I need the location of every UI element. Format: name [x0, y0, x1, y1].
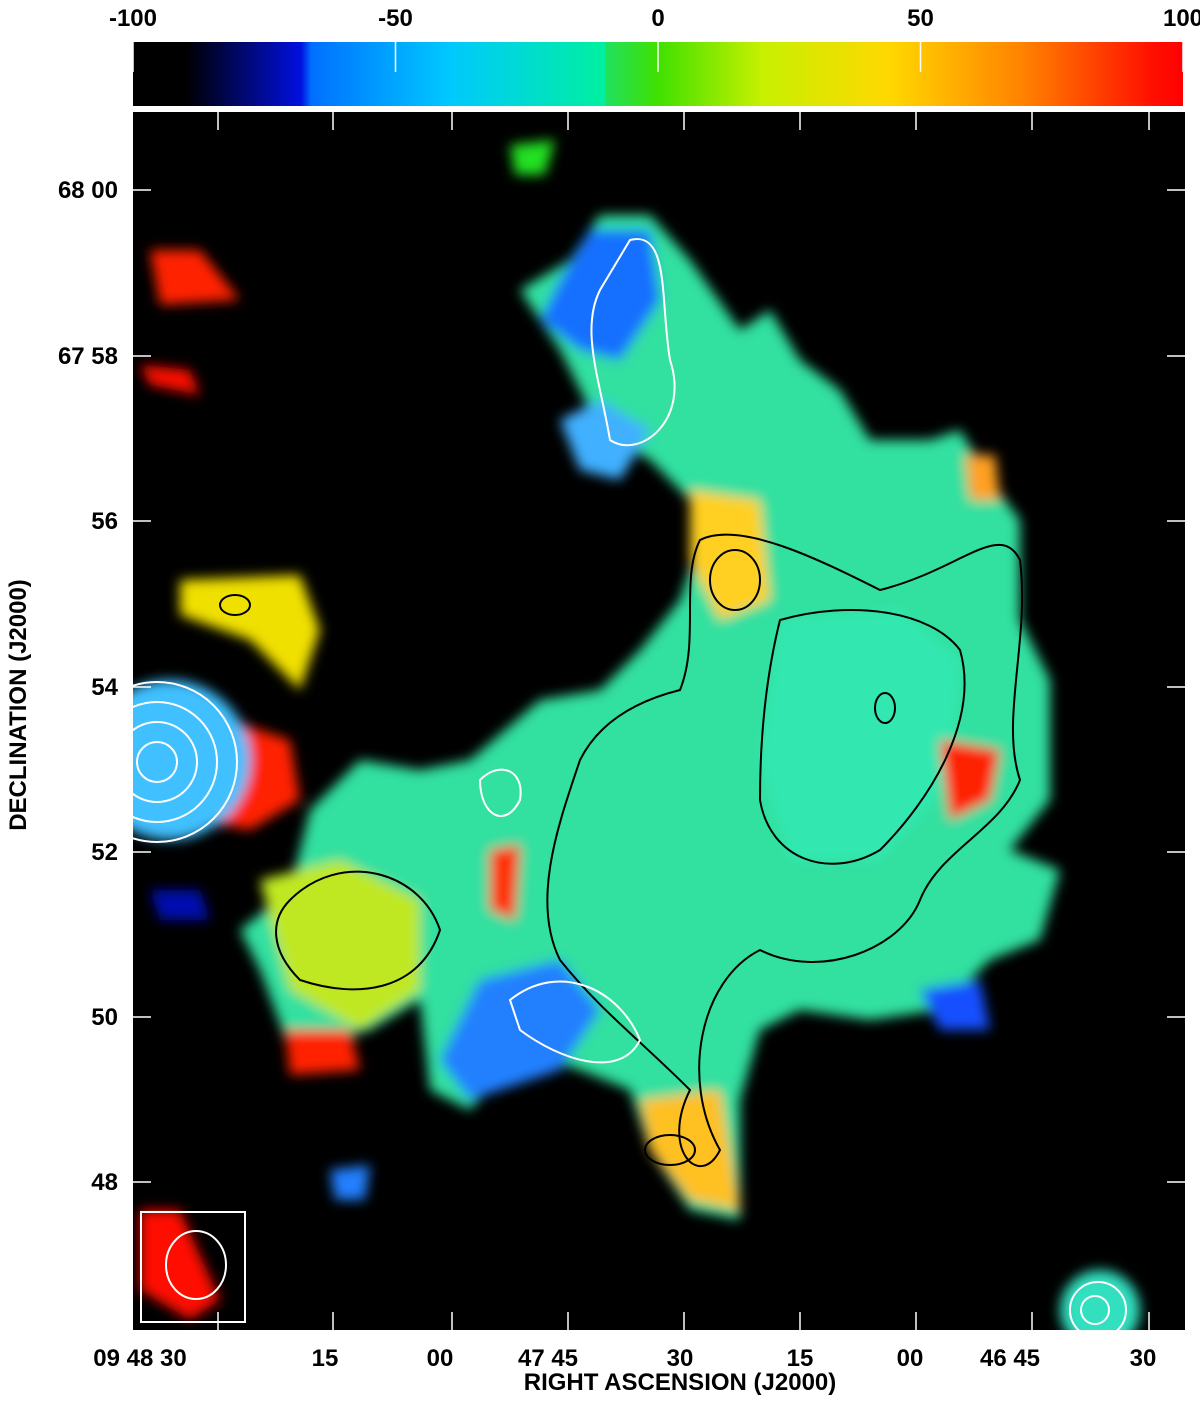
blue-region	[330, 1165, 370, 1200]
red-region	[285, 1030, 360, 1075]
green-region	[510, 140, 555, 175]
red-region	[490, 845, 520, 920]
axis-ticks: 09 48 30 15 00 47 45 30 15 00 46 45 30 68 00 67 58…	[58, 112, 1185, 1372]
contour	[874, 692, 896, 724]
beam-box	[140, 1211, 246, 1323]
contour	[478, 768, 522, 817]
cyan-region	[760, 610, 960, 860]
y-tick-label: 54	[91, 674, 118, 701]
x-tick-label: 00	[897, 1345, 924, 1372]
contour	[508, 980, 642, 1064]
colorbar-ticks: -100 -50 0 50 100	[109, 5, 1200, 72]
contour	[1080, 1295, 1110, 1325]
contour	[546, 533, 1024, 1167]
contour	[136, 741, 178, 783]
colorbar-tick-label: 0	[651, 5, 664, 32]
source-region	[133, 680, 250, 840]
y-tick-label: 68 00	[58, 177, 118, 204]
y-tick-label: 56	[91, 508, 118, 535]
contour	[758, 609, 966, 865]
y-tick-label: 67 58	[58, 343, 118, 370]
colorbar-tick-label: -50	[378, 5, 413, 32]
x-tick-label: 00	[427, 1345, 454, 1372]
contour	[275, 870, 442, 991]
yellow-region	[180, 575, 320, 690]
contour	[1069, 1281, 1127, 1330]
colorbar-tick-label: -100	[109, 5, 157, 32]
y-tick-label: 48	[91, 1169, 118, 1196]
blue-region	[920, 980, 990, 1030]
emission-regions	[133, 140, 1140, 1330]
source-region	[1060, 1270, 1140, 1330]
x-tick-label: 15	[312, 1345, 339, 1372]
red-region	[140, 365, 200, 395]
yellow-region	[640, 1090, 740, 1210]
main-region	[240, 215, 1060, 1220]
orange-region	[965, 455, 1000, 500]
contour	[644, 1134, 696, 1166]
contour	[709, 549, 761, 611]
colorbar-tick-label: 100	[1163, 5, 1200, 32]
contour	[590, 238, 676, 447]
contour	[133, 681, 238, 843]
contour	[133, 701, 218, 823]
contours-white	[133, 238, 1127, 1330]
x-tick-label: 46 45	[980, 1345, 1040, 1372]
colorbar-tick-label: 50	[907, 5, 934, 32]
blue-region	[150, 890, 210, 920]
x-axis-title: RIGHT ASCENSION (J2000)	[524, 1369, 837, 1396]
x-tick-label: 30	[1130, 1345, 1157, 1372]
red-region	[150, 250, 240, 305]
y-tick-label: 50	[91, 1004, 118, 1031]
y-axis-title: DECLINATION (J2000)	[5, 579, 32, 831]
yellow-region	[260, 860, 420, 1030]
x-tick-label: 09 48 30	[93, 1345, 186, 1372]
x-tick-label: 47 45	[518, 1345, 578, 1372]
red-region	[940, 740, 1000, 820]
x-tick-label: 30	[667, 1345, 694, 1372]
contour	[133, 721, 198, 803]
contour	[219, 594, 251, 616]
red-region	[140, 1210, 220, 1320]
blue-region	[540, 230, 660, 360]
blue-region	[560, 400, 650, 480]
y-tick-label: 52	[91, 839, 118, 866]
contours-black	[219, 533, 1024, 1167]
x-tick-label: 15	[787, 1345, 814, 1372]
velocity-map	[133, 140, 1140, 1330]
beam	[165, 1230, 227, 1300]
